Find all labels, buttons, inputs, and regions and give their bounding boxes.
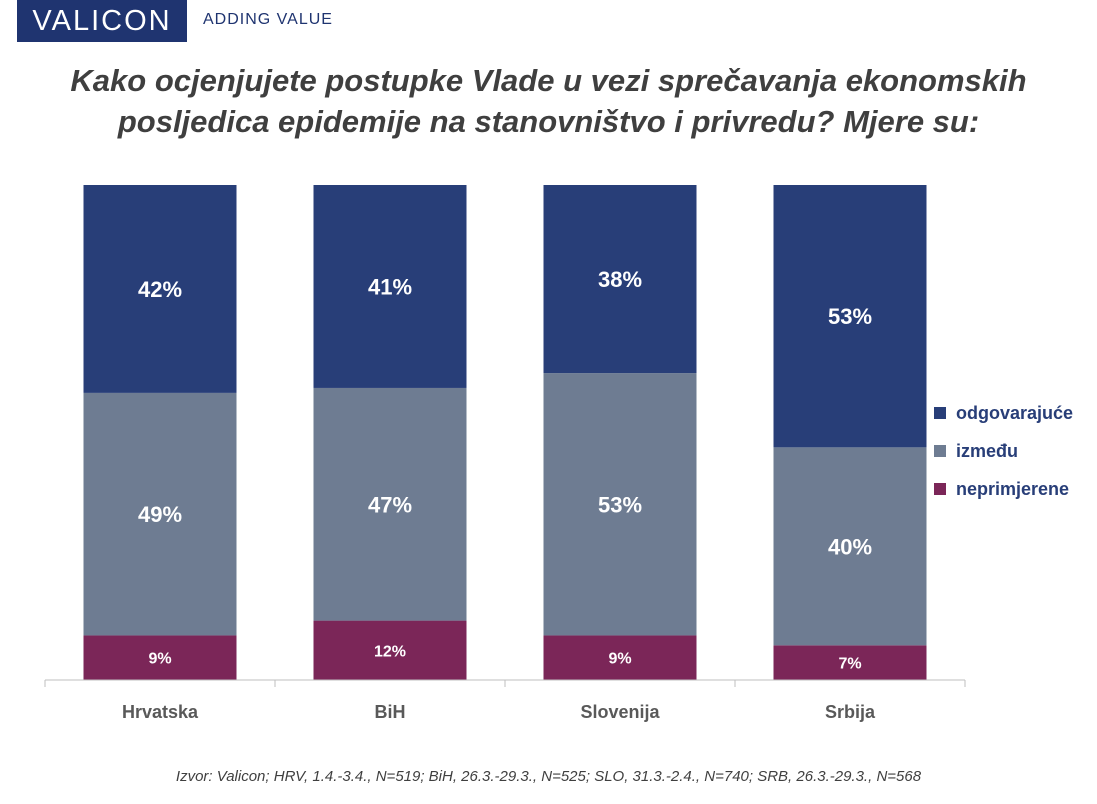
data-label-odgovarajuce-bih: 41% bbox=[368, 274, 412, 299]
tagline: ADDING VALUE bbox=[203, 11, 333, 28]
x-tick-label-slovenija: Slovenija bbox=[580, 702, 660, 722]
data-label-odgovarajuce-srbija: 53% bbox=[828, 304, 872, 329]
bar-segment-odgovarajuce-slovenija bbox=[543, 185, 697, 374]
x-tick-label-hrvatska: Hrvatska bbox=[122, 702, 199, 722]
data-label-neprimjerene-bih: 12% bbox=[374, 643, 406, 660]
bar-segment-izmedu-srbija bbox=[773, 447, 927, 646]
data-label-izmedu-hrvatska: 49% bbox=[138, 502, 182, 527]
x-tick-label-srbija: Srbija bbox=[825, 702, 876, 722]
legend-label-izmedu: između bbox=[956, 441, 1018, 461]
data-label-odgovarajuce-hrvatska: 42% bbox=[138, 277, 182, 302]
chart-title: Kako ocjenjujete postupke Vlade u vezi s… bbox=[20, 60, 1077, 142]
bar-segment-neprimjerene-hrvatska bbox=[83, 635, 237, 680]
bar-segment-neprimjerene-srbija bbox=[773, 645, 927, 680]
x-tick-label-bih: BiH bbox=[375, 702, 406, 722]
data-label-neprimjerene-slovenija: 9% bbox=[608, 651, 631, 668]
data-label-odgovarajuce-slovenija: 38% bbox=[598, 267, 642, 292]
chart-title-line-2: posljedica epidemije na stanovništvo i p… bbox=[117, 104, 980, 139]
legend-swatch-izmedu bbox=[934, 445, 946, 457]
bar-segment-odgovarajuce-hrvatska bbox=[83, 185, 237, 393]
legend-swatch-odgovarajuce bbox=[934, 407, 946, 419]
data-label-izmedu-bih: 47% bbox=[368, 492, 412, 517]
legend-swatch-neprimjerene bbox=[934, 483, 946, 495]
legend-label-odgovarajuce: odgovarajuće bbox=[956, 403, 1073, 423]
bar-segment-odgovarajuce-srbija bbox=[773, 185, 927, 448]
source-note: Izvor: Valicon; HRV, 1.4.-3.4., N=519; B… bbox=[175, 768, 922, 785]
data-label-neprimjerene-hrvatska: 9% bbox=[148, 651, 171, 668]
chart-title-line-1: Kako ocjenjujete postupke Vlade u vezi s… bbox=[70, 63, 1027, 98]
bar-segment-odgovarajuce-bih bbox=[313, 185, 467, 388]
bar-segment-izmedu-bih bbox=[313, 387, 467, 621]
bar-segment-izmedu-slovenija bbox=[543, 373, 697, 636]
legend-label-neprimjerene: neprimjerene bbox=[956, 479, 1069, 499]
bar-segment-neprimjerene-slovenija bbox=[543, 635, 697, 680]
bar-segment-izmedu-hrvatska bbox=[83, 392, 237, 636]
valicon-logo: VALICON bbox=[17, 0, 187, 42]
data-label-neprimjerene-srbija: 7% bbox=[838, 656, 861, 673]
bar-segment-neprimjerene-bih bbox=[313, 620, 467, 680]
data-label-izmedu-slovenija: 53% bbox=[598, 492, 642, 517]
data-label-izmedu-srbija: 40% bbox=[828, 534, 872, 559]
